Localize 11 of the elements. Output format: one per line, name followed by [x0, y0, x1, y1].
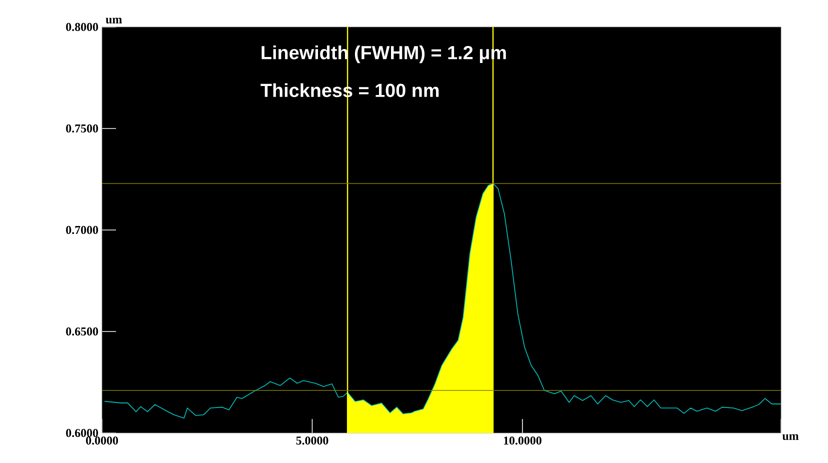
y-tick-label: 0.8000: [66, 22, 98, 32]
x-axis-title: um: [782, 434, 799, 440]
y-tick-label: 0.7000: [66, 226, 98, 234]
line-series: [104, 183, 782, 419]
y-axis-title: um: [106, 18, 122, 24]
y-tick-label: 0.6000: [66, 428, 98, 438]
y-tick-label: 0.6500: [66, 327, 98, 336]
x-tick-label: 0.0000: [86, 436, 118, 445]
x-tick-label: 5.0000: [296, 436, 328, 445]
x-tick-label: 10.0000: [504, 436, 542, 445]
y-tick-label: 0.7500: [66, 124, 98, 133]
